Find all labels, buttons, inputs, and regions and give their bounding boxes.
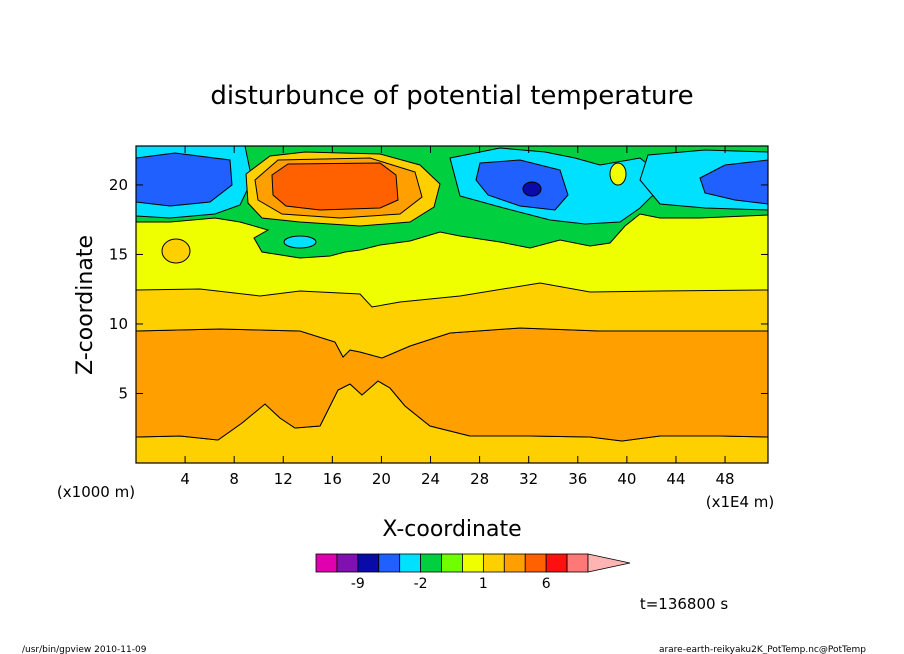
x-tick-label: 4 bbox=[180, 470, 190, 488]
time-label: t=136800 s bbox=[640, 595, 728, 613]
colorbar-segment bbox=[378, 553, 401, 573]
colorbar-segment bbox=[482, 553, 505, 573]
y-tick-label: 10 bbox=[109, 315, 128, 333]
contour-region-middle bbox=[136, 327, 768, 442]
colorbar-segment bbox=[336, 553, 359, 573]
contour-region-upper-middle bbox=[136, 282, 768, 359]
footer-left: /usr/bin/gpview 2010-11-09 bbox=[22, 645, 147, 654]
x-unit-left-label: (x1000 m) bbox=[57, 483, 135, 501]
colorbar-segment bbox=[315, 553, 338, 573]
colorbar-segment bbox=[462, 553, 484, 573]
x-tick-label: 44 bbox=[666, 470, 685, 488]
colorbar-segment bbox=[524, 553, 547, 573]
colorbar-tick-label: 6 bbox=[542, 576, 551, 592]
x-tick-label: 16 bbox=[323, 470, 342, 488]
x-tick-label: 20 bbox=[372, 470, 391, 488]
x-tick-label: 48 bbox=[716, 470, 735, 488]
x-tick-label: 36 bbox=[568, 470, 587, 488]
x-tick-label: 28 bbox=[470, 470, 489, 488]
x-tick-label: 8 bbox=[229, 470, 239, 488]
x-tick-label: 24 bbox=[421, 470, 440, 488]
colorbar-tick-label: -9 bbox=[351, 576, 365, 592]
y-axis-label: Z-coordinate bbox=[73, 235, 98, 375]
footer-right: arare-earth-reikyaku2K_PotTemp.nc@PotTem… bbox=[659, 645, 866, 654]
cold-anomaly-core bbox=[522, 181, 542, 197]
colorbar-segment bbox=[357, 553, 380, 573]
cold-anomaly-far-right-inner bbox=[699, 159, 768, 205]
colorbar-extension-arrow bbox=[587, 553, 631, 573]
colorbar-segment bbox=[503, 553, 526, 573]
x-unit-right-label: (x1E4 m) bbox=[706, 493, 775, 511]
cold-anomaly-left-inner bbox=[136, 152, 233, 207]
x-tick-label: 32 bbox=[519, 470, 538, 488]
colorbar-segment bbox=[566, 553, 589, 573]
chart-title: disturbunce of potential temperature bbox=[210, 81, 693, 111]
y-tick-label: 20 bbox=[109, 176, 128, 194]
warm-anomaly-core bbox=[271, 162, 399, 211]
y-tick-label: 5 bbox=[118, 384, 128, 402]
colorbar-segment bbox=[545, 553, 568, 573]
colorbar-tick-label: 1 bbox=[479, 576, 488, 592]
contour-plot bbox=[135, 145, 769, 464]
plot-frame bbox=[135, 145, 769, 464]
cold-anomaly-small bbox=[283, 235, 317, 249]
colorbar-tick-label: -2 bbox=[414, 576, 428, 592]
y-axis: 5 10 15 20 bbox=[109, 176, 768, 402]
colorbar-segment bbox=[399, 553, 422, 573]
x-axis: 4 8 12 16 20 24 28 32 36 40 44 48 bbox=[180, 146, 735, 488]
x-axis-label: X-coordinate bbox=[382, 517, 521, 542]
x-tick-label: 40 bbox=[617, 470, 636, 488]
colorbar-segment bbox=[441, 553, 463, 573]
colorbar: -9 -2 1 6 bbox=[315, 553, 631, 592]
cold-anomaly-right-inner bbox=[475, 159, 569, 211]
y-tick-label: 15 bbox=[109, 245, 128, 263]
x-tick-label: 12 bbox=[274, 470, 293, 488]
colorbar-segment bbox=[420, 553, 442, 573]
warm-anomaly-small-left bbox=[161, 238, 191, 264]
warm-anomaly-small-right bbox=[609, 162, 627, 186]
